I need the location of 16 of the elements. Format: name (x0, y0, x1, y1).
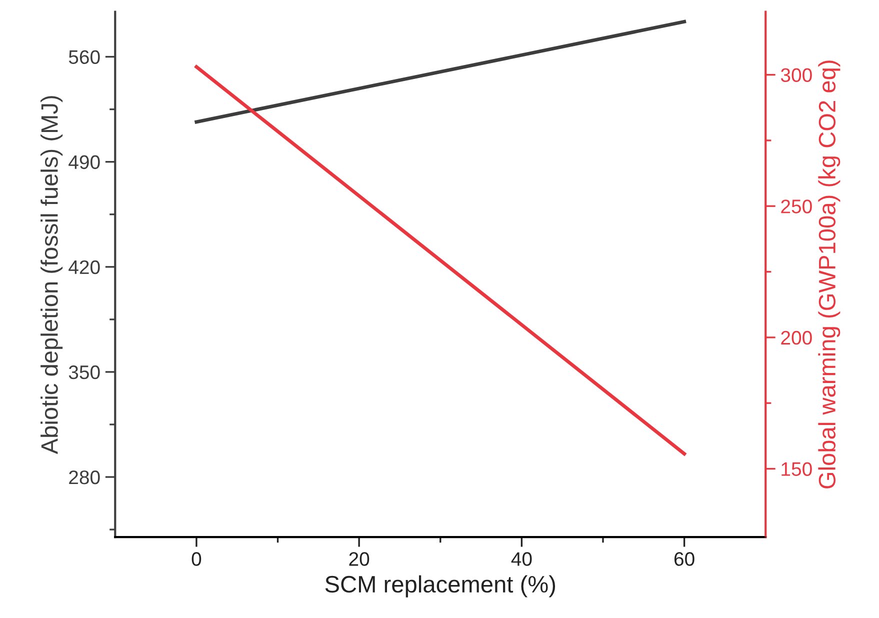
y-tick-label: 560 (68, 50, 100, 64)
y2-tick-label: 300 (780, 68, 812, 82)
y2-tick-label: 200 (781, 330, 812, 345)
y-tick-label: 490 (68, 155, 100, 170)
y-tick-label: 350 (68, 365, 100, 380)
y2-tick-label: 150 (782, 462, 812, 476)
y-axis-title: Abiotic depletion (fossil fuels) (MJ) (40, 96, 63, 454)
y2-axis-title: Global warming (GWP100a) (kg CO2 eq) (818, 60, 840, 488)
x-axis-title: SCM replacement (%) (325, 575, 556, 598)
y-tick-label: 280 (69, 470, 100, 484)
y2-tick-label: 250 (781, 200, 812, 214)
x-tick-label: 40 (511, 552, 532, 566)
y-tick-label: 420 (68, 260, 100, 274)
x-tick-label: 20 (349, 552, 370, 566)
x-tick-label: 0 (192, 552, 202, 566)
x-tick-label: 60 (674, 552, 694, 566)
